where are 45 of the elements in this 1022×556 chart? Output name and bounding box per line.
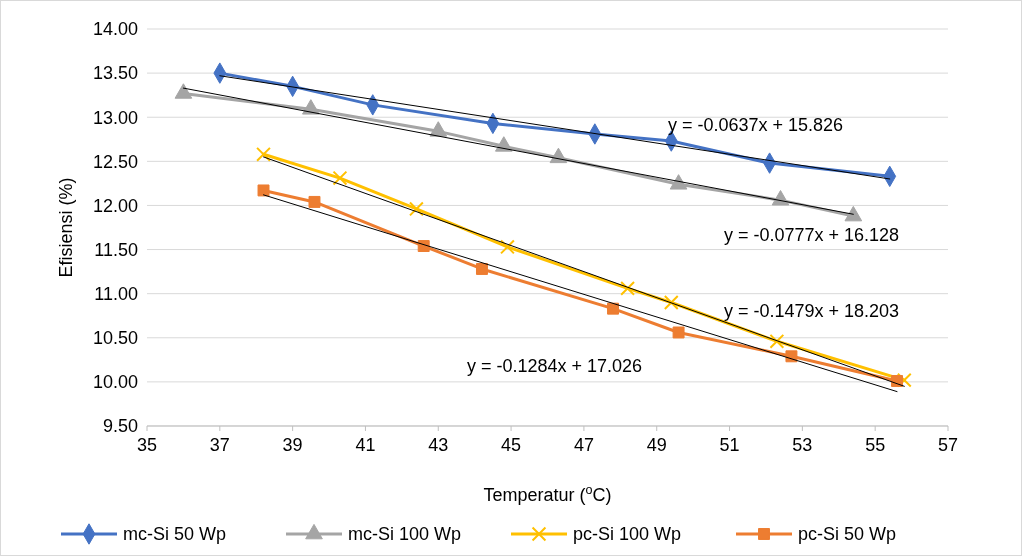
- annotation: y = -0.1479x + 18.203: [724, 301, 900, 322]
- point: [500, 239, 515, 255]
- point: [769, 333, 785, 349]
- x-tick-label: 57: [937, 435, 959, 455]
- x-tick-label: 51: [719, 435, 740, 455]
- point: [257, 184, 270, 197]
- point: [475, 262, 488, 275]
- legend-label: mc-Si 50 Wp: [123, 524, 227, 545]
- point: [607, 302, 620, 315]
- point: [408, 201, 424, 217]
- annotation: y = -0.0637x + 15.826: [668, 115, 844, 136]
- x-tick-label: 43: [428, 435, 449, 455]
- legend-label: mc-Si 100 Wp: [348, 524, 462, 545]
- point: [308, 195, 321, 208]
- point: [663, 295, 679, 310]
- point: [620, 280, 636, 296]
- point: [256, 146, 271, 162]
- annotation: y = -0.1284x + 17.026: [467, 356, 643, 377]
- x-tick-label: 35: [136, 435, 158, 455]
- y-tick-label: 10.50: [92, 328, 138, 349]
- y-tick-label: 11.00: [94, 283, 138, 304]
- x-tick-label: 37: [209, 435, 230, 455]
- legend-label: pc-Si 50 Wp: [798, 524, 897, 545]
- x-tick-label: 45: [501, 435, 522, 455]
- x-axis-title: Temperatur ($^{o}$C): [483, 483, 612, 505]
- x-tick-label: 53: [792, 435, 813, 455]
- y-tick-label: 11.50: [94, 239, 138, 260]
- y-tick-label: 13.00: [92, 107, 138, 128]
- y-tick-label: 10.00: [92, 372, 138, 393]
- point: [896, 372, 912, 388]
- y-axis-title: Efisiensi (%): [56, 177, 76, 278]
- y-tick-label: 12.50: [92, 151, 138, 172]
- x-tick-label: 39: [282, 435, 303, 455]
- x-tick-label: 55: [865, 435, 886, 455]
- point: [672, 326, 685, 339]
- x-tick-label: 41: [355, 435, 376, 455]
- y-tick-label: 13.50: [92, 63, 138, 84]
- x-tick-label: 49: [646, 435, 667, 455]
- y-tick-label: 12.00: [92, 195, 138, 216]
- y-tick-label: 9.50: [102, 416, 138, 437]
- legend-label: pc-Si 100 Wp: [573, 524, 682, 545]
- annotation: y = -0.0777x + 16.128: [724, 225, 900, 246]
- y-tick-label: 14.00: [92, 19, 138, 40]
- x-tick-label: 47: [573, 435, 594, 455]
- point: [332, 170, 348, 186]
